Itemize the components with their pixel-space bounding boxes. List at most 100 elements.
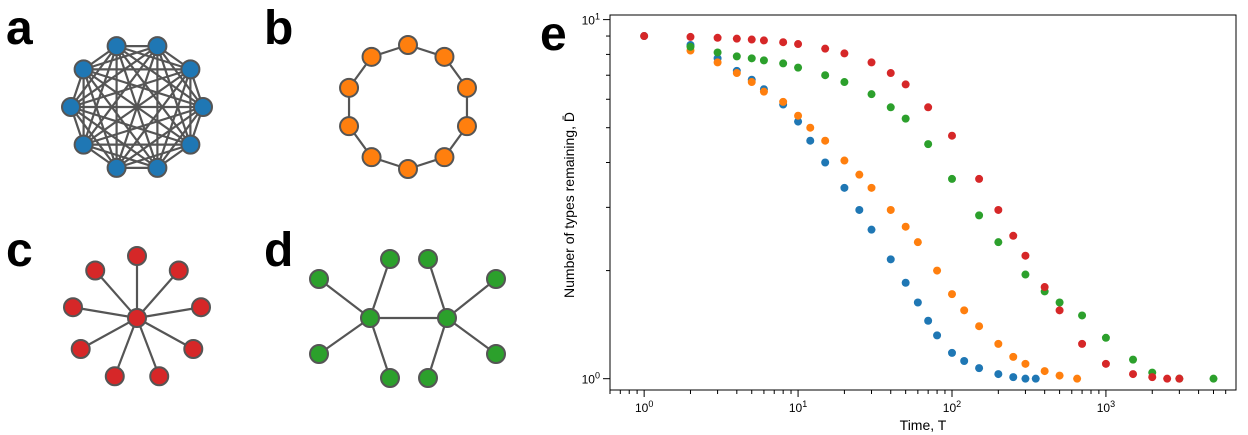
x-tick-label: 100 xyxy=(635,399,653,415)
data-point xyxy=(821,136,830,145)
x-axis-ticks: 100 101 102 103 xyxy=(609,390,1227,415)
data-point xyxy=(840,49,849,58)
data-point xyxy=(1101,359,1110,368)
data-point xyxy=(1040,283,1049,292)
graph-node xyxy=(193,97,213,117)
data-point xyxy=(1055,306,1064,315)
y-axis-label: Number of types remaining, D̄ xyxy=(561,112,577,298)
data-point xyxy=(794,63,803,72)
x-axis-label: Time, T xyxy=(900,417,947,433)
panel-b-cycle-graph xyxy=(339,35,477,179)
x-tick-label-exp: 1 xyxy=(802,399,807,409)
graph-edge xyxy=(115,45,159,169)
data-point xyxy=(960,357,969,366)
complete-graph-edges xyxy=(69,45,205,169)
graph-node xyxy=(434,147,455,168)
graph-edge xyxy=(136,317,194,350)
graph-edge xyxy=(446,317,497,355)
graph-node xyxy=(147,157,168,178)
panel-d-double-star-graph xyxy=(309,249,506,388)
y-tick-label-exp: 1 xyxy=(595,12,600,22)
data-point xyxy=(1078,311,1087,320)
graph-edge xyxy=(70,106,118,169)
data-point xyxy=(1129,370,1138,379)
graph-node xyxy=(339,116,360,137)
complete-graph-nodes xyxy=(61,36,213,178)
graph-edge xyxy=(368,317,392,379)
data-point xyxy=(779,59,788,68)
graph-node xyxy=(380,249,400,269)
data-point xyxy=(1009,352,1018,361)
data-point xyxy=(924,140,933,149)
graph-node xyxy=(168,260,189,281)
cycle-graph-nodes xyxy=(339,35,477,179)
chart-points xyxy=(640,32,1218,383)
data-point xyxy=(924,316,933,325)
graph-edge xyxy=(136,269,180,319)
data-point xyxy=(901,278,910,287)
x-tick-label: 103 xyxy=(1097,399,1115,415)
data-point xyxy=(713,48,722,57)
data-point xyxy=(840,183,849,192)
data-point xyxy=(1009,231,1018,240)
graph-edge xyxy=(426,317,449,379)
data-point xyxy=(686,42,695,51)
graph-edge xyxy=(82,45,118,145)
data-point xyxy=(779,38,788,47)
y-tick-label-exp: 0 xyxy=(595,371,600,381)
graph-node xyxy=(149,366,170,387)
data-point xyxy=(994,205,1003,214)
data-point xyxy=(975,211,984,220)
graph-edge xyxy=(80,317,138,350)
data-point xyxy=(947,174,956,183)
graph-node xyxy=(380,368,400,388)
panel-label-e: e xyxy=(540,8,567,61)
data-point xyxy=(806,123,815,132)
data-point xyxy=(747,35,756,44)
data-point xyxy=(913,298,922,307)
graph-edge xyxy=(115,45,204,108)
data-point xyxy=(886,205,895,214)
data-point xyxy=(713,33,722,42)
graph-edge xyxy=(116,45,191,71)
data-point xyxy=(1148,373,1157,382)
data-point xyxy=(821,158,830,167)
data-point xyxy=(924,103,933,112)
graph-edge xyxy=(82,68,159,169)
plot-frame xyxy=(609,14,1237,391)
graph-edge xyxy=(115,106,204,169)
data-point xyxy=(1009,373,1018,382)
x-tick-label-base: 10 xyxy=(1097,401,1111,415)
graph-node xyxy=(106,157,127,178)
graph-edge xyxy=(83,143,158,169)
data-point xyxy=(947,348,956,357)
graph-node xyxy=(437,308,457,328)
x-tick-label-exp: 3 xyxy=(1110,399,1115,409)
data-point xyxy=(886,255,895,264)
x-tick-label-base: 10 xyxy=(943,401,957,415)
x-tick-label-base: 10 xyxy=(789,401,803,415)
data-point xyxy=(1073,374,1082,383)
data-point xyxy=(901,80,910,89)
data-point xyxy=(640,32,649,41)
data-point xyxy=(821,71,830,80)
data-point xyxy=(901,222,910,231)
graph-edge xyxy=(115,45,192,146)
data-point xyxy=(759,36,768,45)
data-point xyxy=(794,40,803,49)
graph-node xyxy=(104,366,125,387)
data-point xyxy=(1031,374,1040,383)
graph-node xyxy=(106,36,127,57)
graph-edge xyxy=(70,45,118,108)
graph-node xyxy=(73,59,94,80)
graph-node xyxy=(147,36,168,57)
graph-node xyxy=(127,308,147,328)
data-point xyxy=(794,117,803,126)
data-point xyxy=(913,238,922,247)
data-point xyxy=(686,32,695,41)
panel-a-complete-graph xyxy=(61,36,213,178)
panel-label-c: c xyxy=(6,224,33,277)
panel-c-star-graph xyxy=(62,246,212,387)
data-point xyxy=(994,339,1003,348)
